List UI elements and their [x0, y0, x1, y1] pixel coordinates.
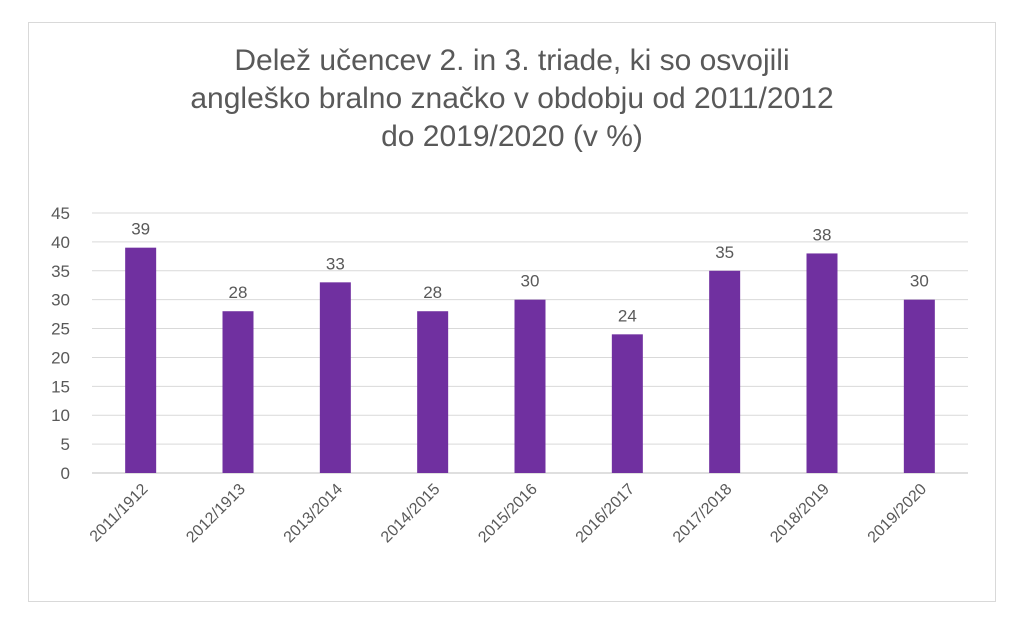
data-label: 24 — [618, 306, 637, 325]
bar — [709, 270, 741, 473]
data-label: 38 — [813, 225, 832, 244]
bar — [611, 334, 643, 473]
data-label: 30 — [910, 272, 929, 291]
y-tick-label: 40 — [51, 233, 70, 252]
x-tick-label: 2017/2018 — [670, 481, 736, 547]
chart-title-line-2: angleško bralno značko v obdobju od 2011… — [190, 82, 834, 115]
data-label: 33 — [326, 254, 345, 273]
bar — [222, 311, 254, 473]
data-label: 30 — [521, 272, 540, 291]
chart-title: Delež učencev 2. in 3. triade, ki so osv… — [0, 42, 1024, 156]
data-label: 28 — [423, 283, 442, 302]
y-tick-label: 20 — [51, 348, 70, 367]
y-tick-label: 15 — [51, 377, 70, 396]
y-tick-label: 45 — [51, 204, 70, 223]
bar — [319, 282, 351, 473]
bar — [417, 311, 449, 473]
y-tick-label: 5 — [61, 435, 70, 454]
y-tick-label: 25 — [51, 320, 70, 339]
y-tick-label: 30 — [51, 291, 70, 310]
data-label: 35 — [715, 243, 734, 262]
x-tick-label: 2016/2017 — [573, 481, 639, 547]
x-tick-label: 2018/2019 — [767, 481, 833, 547]
x-tick-label: 2019/2020 — [865, 481, 931, 547]
x-tick-label: 2011/1912 — [87, 481, 152, 546]
y-tick-label: 0 — [61, 464, 70, 483]
bar — [903, 299, 935, 473]
x-tick-label: 2015/2016 — [475, 481, 541, 547]
y-tick-label: 10 — [51, 406, 70, 425]
bar — [514, 299, 546, 473]
chart-title-line-3: do 2019/2020 (v %) — [381, 120, 643, 153]
data-label: 39 — [131, 220, 150, 239]
x-tick-label: 2014/2015 — [378, 481, 444, 547]
bar — [125, 247, 157, 473]
x-tick-label: 2012/1913 — [183, 481, 249, 547]
x-tick-label: 2013/2014 — [281, 481, 347, 547]
data-label: 28 — [229, 283, 248, 302]
chart-title-line-1: Delež učencev 2. in 3. triade, ki so osv… — [234, 44, 790, 77]
bar — [806, 253, 838, 473]
y-tick-label: 35 — [51, 262, 70, 281]
